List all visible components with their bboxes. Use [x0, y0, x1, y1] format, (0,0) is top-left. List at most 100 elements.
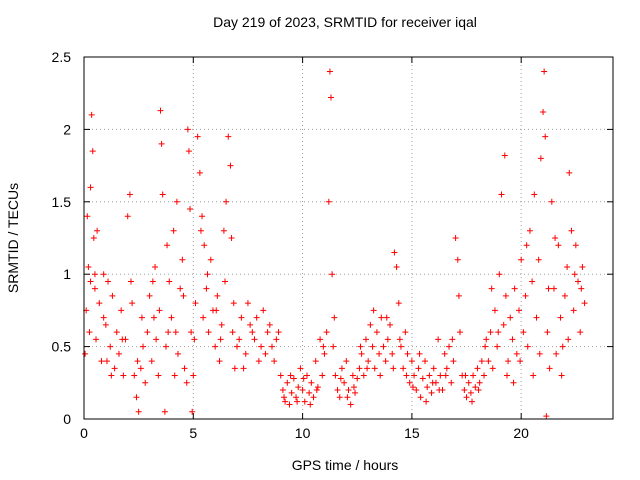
data-point — [236, 336, 243, 343]
data-point — [558, 372, 565, 379]
data-point — [301, 398, 308, 405]
data-point — [406, 379, 413, 386]
data-point — [320, 343, 327, 350]
data-point — [559, 343, 566, 350]
data-point — [541, 68, 548, 75]
data-point — [579, 263, 586, 270]
data-point — [345, 387, 352, 394]
data-point — [93, 336, 100, 343]
data-point — [524, 343, 531, 350]
data-point — [568, 227, 575, 234]
data-point — [129, 300, 136, 307]
data-point — [118, 307, 125, 314]
data-point — [360, 372, 367, 379]
data-point — [423, 398, 430, 405]
data-point — [370, 307, 377, 314]
data-point — [85, 263, 92, 270]
data-point — [260, 307, 267, 314]
data-point — [105, 278, 112, 285]
data-point — [287, 372, 294, 379]
data-point — [290, 375, 297, 382]
data-point — [303, 372, 310, 379]
data-point — [170, 227, 177, 234]
data-point — [127, 278, 134, 285]
data-point — [415, 365, 422, 372]
data-point — [231, 365, 238, 372]
data-point — [200, 314, 207, 321]
data-point — [510, 379, 517, 386]
data-point — [181, 365, 188, 372]
data-point — [162, 343, 169, 350]
data-point — [329, 271, 336, 278]
data-point — [225, 133, 232, 140]
data-point — [463, 394, 470, 401]
data-point — [216, 358, 223, 365]
data-point — [448, 379, 455, 386]
data-point — [184, 126, 191, 133]
data-point — [159, 191, 166, 198]
data-point — [158, 140, 165, 147]
data-point — [533, 314, 540, 321]
data-point — [323, 329, 330, 336]
data-point — [294, 398, 301, 405]
data-point — [357, 343, 364, 350]
data-point — [255, 358, 262, 365]
data-point — [133, 394, 140, 401]
x-tick-label: 5 — [189, 425, 197, 441]
data-point — [537, 155, 544, 162]
data-point — [164, 242, 171, 249]
data-point — [487, 329, 494, 336]
data-point — [293, 394, 300, 401]
data-point — [402, 329, 409, 336]
data-point — [472, 384, 479, 391]
data-point — [396, 336, 403, 343]
data-point — [518, 256, 525, 263]
data-point — [548, 198, 555, 205]
data-point — [297, 365, 304, 372]
data-point — [495, 329, 502, 336]
plot-frame — [83, 56, 614, 420]
data-point — [426, 372, 433, 379]
data-point — [230, 300, 237, 307]
data-point — [100, 271, 107, 278]
data-point — [338, 365, 345, 372]
data-point — [234, 343, 241, 350]
x-tick-label: 20 — [513, 425, 529, 441]
y-tick-label: 0.5 — [52, 339, 72, 355]
data-point — [349, 372, 356, 379]
y-tick-label: 2 — [63, 121, 71, 137]
data-point — [165, 329, 172, 336]
data-point — [437, 372, 444, 379]
data-point — [413, 387, 420, 394]
data-point — [313, 387, 320, 394]
data-point — [207, 256, 214, 263]
data-point — [91, 285, 98, 292]
data-point — [476, 379, 483, 386]
data-point — [336, 394, 343, 401]
data-point — [435, 336, 442, 343]
data-point — [146, 292, 153, 299]
data-point — [377, 372, 384, 379]
data-point — [352, 389, 359, 396]
data-point — [578, 285, 585, 292]
data-point — [135, 408, 142, 415]
data-point — [367, 321, 374, 328]
data-point — [271, 358, 278, 365]
data-point — [443, 365, 450, 372]
data-point — [424, 384, 431, 391]
y-tick-labels: 0 0.5 1 1.5 2 2.5 — [52, 49, 72, 427]
data-point — [229, 329, 236, 336]
data-point — [131, 372, 138, 379]
data-point — [403, 372, 410, 379]
data-point — [221, 278, 228, 285]
data-point — [452, 235, 459, 241]
data-point — [203, 285, 210, 292]
data-point — [565, 336, 572, 343]
data-point — [204, 271, 211, 278]
data-point — [171, 372, 178, 379]
data-point — [341, 379, 348, 386]
data-point — [279, 387, 286, 394]
data-point — [258, 343, 265, 350]
data-point — [108, 372, 115, 379]
